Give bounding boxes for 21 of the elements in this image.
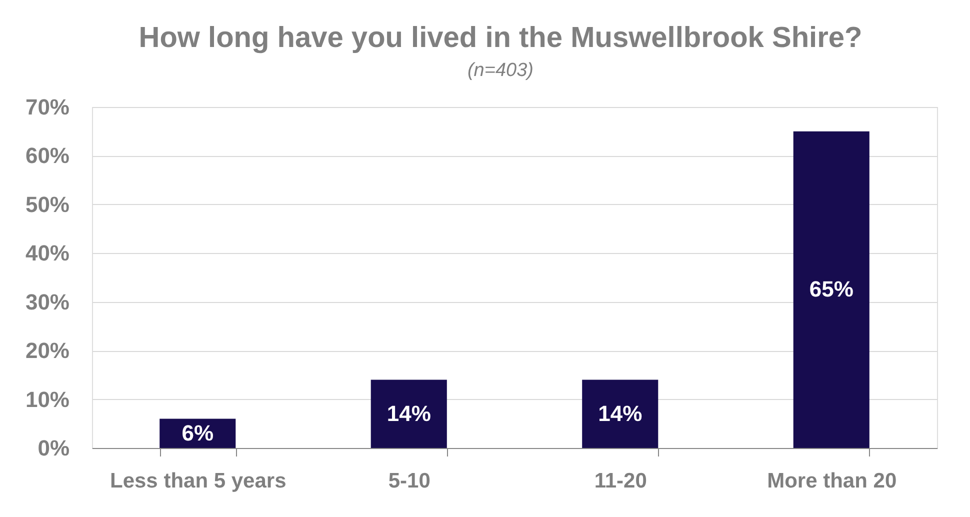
bar xyxy=(370,380,447,448)
data-label: 65% xyxy=(809,276,854,302)
y-tick-label: 0% xyxy=(38,436,70,460)
x-tick-label: Less than 5 years xyxy=(110,470,286,492)
data-label: 14% xyxy=(598,400,642,426)
x-tick-label: 11-20 xyxy=(594,470,647,492)
chart-subtitle: (n=403) xyxy=(467,60,534,81)
y-tick-label: 10% xyxy=(25,386,70,412)
y-tick-label: 70% xyxy=(25,94,70,120)
y-tick-label: 50% xyxy=(25,192,70,217)
data-label: 14% xyxy=(386,400,431,426)
y-tick-label: 60% xyxy=(25,143,70,168)
data-label: 6% xyxy=(182,420,214,446)
bar xyxy=(793,131,870,448)
bar xyxy=(582,380,658,448)
y-tick-label: 20% xyxy=(25,338,70,364)
y-tick-label: 30% xyxy=(25,289,70,314)
y-tick-label: 40% xyxy=(25,240,70,266)
x-tick-label: More than 20 xyxy=(767,470,897,492)
x-tick-label: 5-10 xyxy=(388,470,430,492)
chart-title: How long have you lived in the Muswellbrook Shire? xyxy=(138,22,862,54)
